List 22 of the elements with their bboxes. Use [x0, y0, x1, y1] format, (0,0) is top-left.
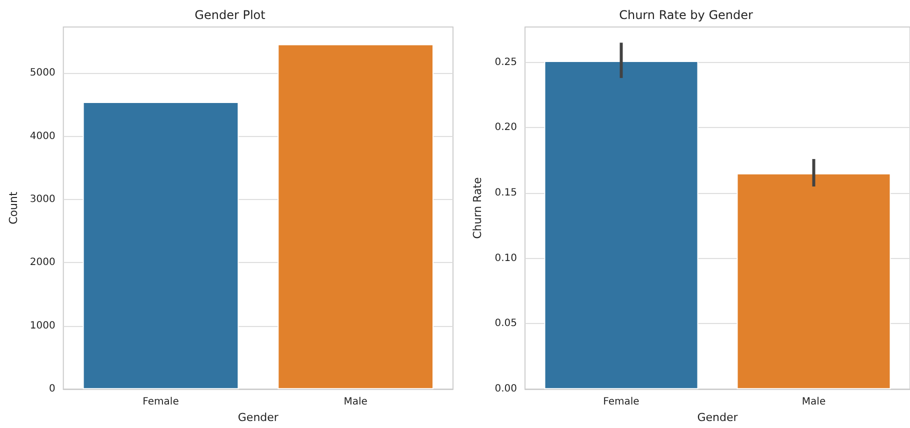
- y-tick-label: 2000: [30, 257, 56, 268]
- y-axis-title: Churn Rate: [471, 177, 484, 239]
- x-axis-title: Gender: [697, 411, 738, 424]
- y-tick-label: 5000: [30, 68, 56, 79]
- chart-title: Gender Plot: [194, 8, 266, 22]
- x-tick-label: Male: [802, 396, 826, 408]
- chart-title: Churn Rate by Gender: [619, 8, 753, 22]
- x-axis-title: Gender: [238, 411, 279, 424]
- x-tick-label: Male: [344, 396, 368, 408]
- y-tick-label: 1000: [30, 320, 56, 332]
- y-tick-label: 0.15: [494, 188, 517, 199]
- y-tick-label: 0.20: [494, 122, 517, 134]
- y-tick-label: 3000: [30, 194, 56, 206]
- y-tick-label: 0: [48, 384, 56, 395]
- x-tick-label: Female: [603, 396, 640, 408]
- y-axis-title: Count: [7, 191, 20, 224]
- y-tick-label: 4000: [30, 130, 56, 142]
- y-tick-label: 0.00: [494, 384, 517, 395]
- y-tick-label: 0.10: [494, 252, 517, 264]
- y-tick-label: 0.05: [494, 318, 517, 330]
- x-tick-label: Female: [142, 396, 179, 408]
- y-tick-label: 0.25: [494, 56, 517, 68]
